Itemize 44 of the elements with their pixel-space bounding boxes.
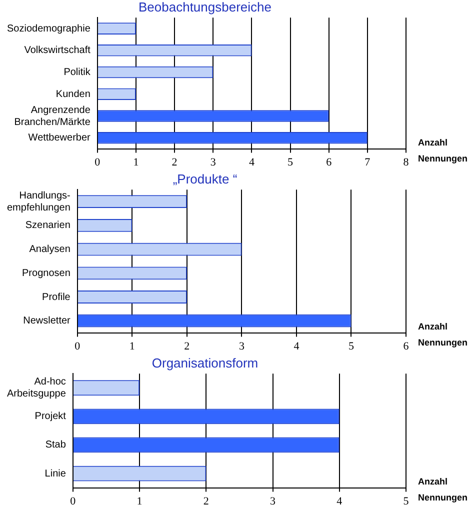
- x-tick-label: 0: [94, 156, 101, 168]
- x-tick-label: 0: [74, 340, 81, 352]
- y-tick-label: Soziodemographie: [7, 23, 91, 34]
- x-tick-label: 5: [288, 156, 294, 168]
- chart-title: Beobachtungsbereiche: [138, 0, 272, 14]
- x-tick-label: 6: [403, 340, 410, 352]
- x-axis-title: Anzahl Nennungen: [418, 321, 468, 348]
- x-tick-label: 3: [270, 495, 276, 508]
- y-tick-label: Projekt: [34, 411, 66, 422]
- y-tick-label: Ad-hoc Arbeitsguppe: [6, 376, 66, 400]
- y-tick-label: Volkswirtschaft: [24, 45, 91, 56]
- y-tick-label: Newsletter: [23, 316, 72, 327]
- y-tick-label: Profile: [42, 292, 71, 303]
- x-tick-label: 3: [210, 156, 216, 168]
- x-axis-title: Anzahl Nennungen: [418, 476, 468, 502]
- y-tick-label: Handlungs-empfehlungen: [6, 190, 70, 214]
- x-tick-label: 3: [238, 340, 245, 352]
- x-axis-title: Anzahl Nennungen: [418, 137, 468, 164]
- x-tick-label: 4: [294, 340, 300, 352]
- x-tick-label: 1: [133, 156, 139, 168]
- x-tick-label: 4: [336, 495, 343, 508]
- x-tick-label: 6: [326, 156, 332, 168]
- y-tick-label: Analysen: [29, 244, 70, 256]
- y-tick-label: Szenarien: [25, 220, 70, 232]
- x-tick-label: 7: [364, 156, 371, 168]
- y-tick-label: Stab: [45, 440, 66, 451]
- x-tick-label: 1: [129, 340, 135, 352]
- x-tick-label: 2: [172, 156, 178, 168]
- x-tick-label: 4: [248, 156, 255, 168]
- x-tick-label: 2: [184, 340, 190, 352]
- x-tick-label: 1: [136, 495, 142, 508]
- y-tick-label: Kunden: [56, 88, 90, 100]
- y-tick-label: Politik: [64, 67, 92, 78]
- y-tick-label: Angrenzende Branchen/Märkte: [14, 104, 91, 128]
- x-tick-label: 2: [203, 495, 209, 508]
- y-tick-label: Linie: [44, 468, 66, 480]
- x-tick-label: 8: [403, 156, 410, 168]
- y-tick-label: Prognosen: [22, 268, 70, 279]
- y-tick-label: Wettbewerber: [28, 132, 92, 144]
- x-tick-label: 5: [348, 340, 354, 352]
- chart-title: „Produkte “: [172, 171, 238, 186]
- chart-title: Organisationsform: [152, 355, 258, 370]
- x-tick-label: 5: [403, 495, 410, 508]
- x-tick-label: 0: [70, 495, 76, 508]
